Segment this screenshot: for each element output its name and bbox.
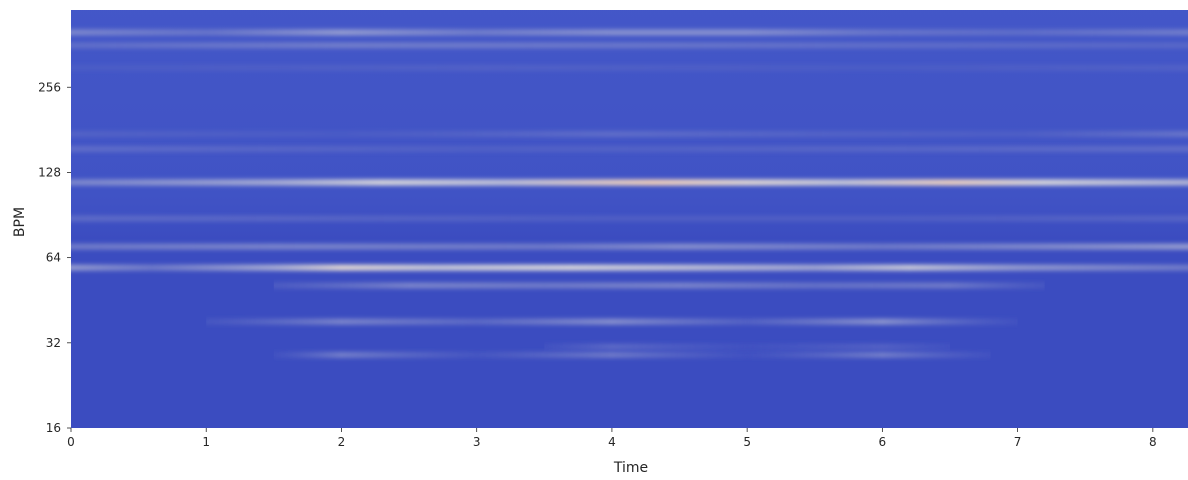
y-axis-ticks: 16 32 64 128 256 <box>38 80 71 435</box>
x-axis-ticks: 0 1 2 3 4 5 6 7 8 <box>67 428 1157 449</box>
x-tick-label: 5 <box>743 435 751 449</box>
y-tick-label: 32 <box>46 336 61 350</box>
x-tick-label: 8 <box>1149 435 1157 449</box>
x-tick-label: 6 <box>879 435 887 449</box>
tempo-ridge-70-bpm <box>71 243 1188 250</box>
x-tick-label: 1 <box>202 435 210 449</box>
x-tick-label: 4 <box>608 435 616 449</box>
y-tick-label: 16 <box>46 421 61 435</box>
y-tick-label: 64 <box>46 251 61 265</box>
tempo-ridge-29-bpm <box>273 351 991 358</box>
x-tick-label: 0 <box>67 435 75 449</box>
tempo-ridge-175-bpm <box>71 131 1188 138</box>
x-tick-label: 2 <box>338 435 346 449</box>
tempo-ridge-300-bpm <box>71 64 1188 71</box>
tempo-ridge-400-bpm <box>71 29 1188 36</box>
x-axis-label: Time <box>613 460 648 476</box>
tempo-ridge-31-bpm <box>544 343 950 350</box>
x-tick-label: 3 <box>473 435 481 449</box>
tempo-ridge-118-bpm <box>71 179 1188 186</box>
tempo-ridge-51-bpm <box>273 282 1045 289</box>
tempo-ridge-360-bpm <box>71 42 1188 49</box>
tempo-ridge-155-bpm <box>71 145 1188 152</box>
tempo-ridge-38-bpm <box>206 318 1018 325</box>
tempogram-heatmap <box>71 10 1188 428</box>
x-tick-label: 7 <box>1014 435 1022 449</box>
tempo-ridge-59-bpm <box>71 264 1188 271</box>
tempo-ridge-88-bpm <box>71 215 1188 222</box>
y-axis-label: BPM <box>12 207 28 237</box>
y-tick-label: 256 <box>38 80 61 94</box>
y-tick-label: 128 <box>38 165 61 179</box>
